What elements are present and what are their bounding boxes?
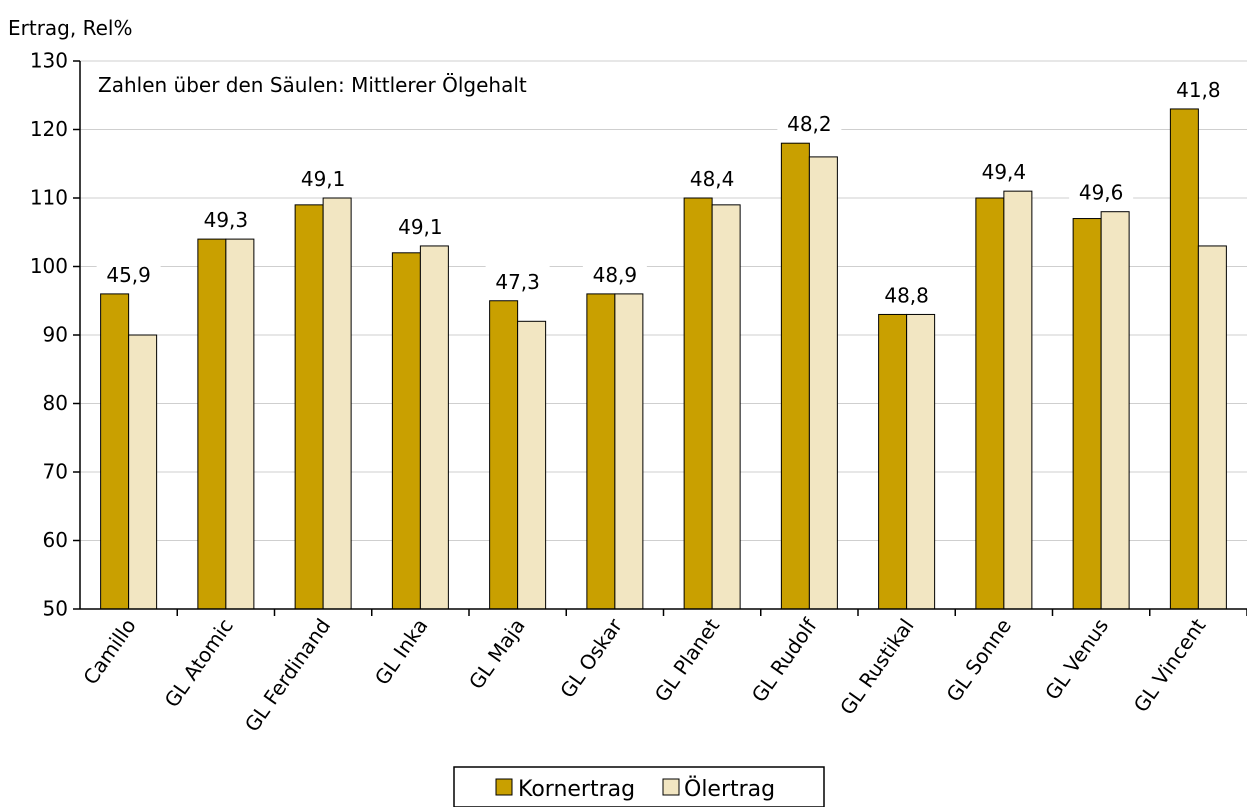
bar-oelertrag bbox=[225, 238, 255, 610]
chart-annotation: Zahlen über den Säulen: Mittlerer Ölgeha… bbox=[98, 73, 527, 97]
y-tick-label: 80 bbox=[43, 391, 68, 415]
bar-kornertrag bbox=[1072, 218, 1102, 610]
bar-oelertrag bbox=[614, 293, 644, 610]
x-tick-label: GL Venus bbox=[1040, 614, 1113, 704]
oil-content-label: 48,2 bbox=[787, 112, 832, 136]
bar-kornertrag bbox=[683, 197, 713, 610]
oil-content-label: 48,8 bbox=[884, 283, 929, 307]
data-label-bg bbox=[777, 108, 842, 139]
bar-kornertrag bbox=[1169, 108, 1199, 610]
x-tick-label: GL Inka bbox=[370, 614, 433, 689]
y-axis-label: Ertrag, Rel% bbox=[8, 16, 132, 40]
oil-content-label: 41,8 bbox=[1176, 78, 1221, 102]
legend-swatch-kornertrag bbox=[495, 778, 513, 796]
oil-content-label: 49,3 bbox=[204, 208, 249, 232]
y-tick-label: 130 bbox=[30, 49, 68, 73]
oil-content-label: 49,6 bbox=[1079, 181, 1124, 205]
y-tick-label: 60 bbox=[43, 528, 68, 552]
oil-content-label: 47,3 bbox=[495, 270, 540, 294]
oil-content-label: 49,1 bbox=[398, 215, 443, 239]
bar-oelertrag bbox=[419, 245, 449, 610]
x-tick-label: GL Planet bbox=[650, 614, 725, 706]
x-tick-label: Camillo bbox=[78, 614, 140, 689]
x-tick-label: GL Oskar bbox=[555, 613, 627, 702]
data-labels: 45,9 49,3 49,1 49,1 47,3 48,9 48,4 48,2 48,8 49,4… bbox=[96, 73, 1231, 310]
data-label-bg bbox=[485, 265, 550, 296]
x-tick-label: GL Ferdinand bbox=[240, 614, 335, 736]
legend-label-oelertrag: Ölertrag bbox=[684, 776, 775, 802]
y-tick-label: 120 bbox=[30, 117, 68, 141]
bar-kornertrag bbox=[780, 142, 810, 610]
legend-label-kornertrag: Kornertrag bbox=[518, 777, 635, 802]
oil-content-label: 48,4 bbox=[690, 167, 735, 191]
bar-kornertrag bbox=[100, 293, 130, 610]
y-tick-label: 90 bbox=[43, 323, 68, 347]
data-label-bg bbox=[680, 163, 745, 193]
axes bbox=[73, 60, 1247, 616]
gridlines bbox=[80, 60, 1247, 541]
data-label-bg bbox=[582, 258, 647, 289]
y-tick-label: 110 bbox=[30, 186, 68, 210]
data-label-bg bbox=[388, 210, 453, 241]
y-ticks: 50 60 70 80 90 100 110 120 130 bbox=[30, 49, 68, 621]
data-label-bg bbox=[291, 163, 356, 193]
x-tick-label: GL Vincent bbox=[1129, 614, 1211, 717]
bar-kornertrag bbox=[586, 293, 616, 610]
legend-swatch-oelertrag bbox=[662, 778, 680, 796]
x-tick-label: GL Sonne bbox=[941, 614, 1015, 706]
bar-oelertrag bbox=[808, 156, 838, 610]
bar-kornertrag bbox=[489, 300, 519, 610]
data-label-bg bbox=[1069, 176, 1134, 207]
y-tick-label: 50 bbox=[43, 597, 68, 621]
bar-kornertrag bbox=[197, 238, 227, 610]
bar-kornertrag bbox=[878, 313, 908, 610]
bar-kornertrag bbox=[294, 204, 324, 610]
bar-kornertrag bbox=[391, 252, 421, 610]
data-label-bg bbox=[874, 279, 939, 310]
bar-oelertrag bbox=[1197, 245, 1227, 610]
bar-oelertrag bbox=[128, 334, 158, 610]
bar-oelertrag bbox=[1100, 211, 1130, 610]
oil-content-label: 49,1 bbox=[301, 167, 346, 191]
bar-oelertrag bbox=[322, 197, 352, 610]
oil-content-label: 48,9 bbox=[593, 263, 638, 287]
bar-oelertrag bbox=[906, 313, 936, 610]
bar-oelertrag bbox=[711, 204, 741, 610]
legend: Kornertrag Ölertrag bbox=[453, 766, 825, 807]
x-tick-label: GL Atomic bbox=[160, 614, 238, 712]
bar-oelertrag bbox=[1003, 190, 1033, 610]
bar-kornertrag bbox=[975, 197, 1005, 610]
x-tick-label: GL Rustikal bbox=[835, 614, 919, 719]
legend-box bbox=[453, 766, 825, 807]
x-tick-label: GL Rudolf bbox=[747, 613, 822, 706]
y-tick-label: 100 bbox=[30, 254, 68, 278]
data-label-bg bbox=[193, 204, 258, 235]
x-ticks: Camillo GL Atomic GL Ferdinand GL Inka GL Ma… bbox=[78, 613, 1210, 736]
bars bbox=[100, 108, 1227, 610]
data-label-bg bbox=[96, 258, 161, 289]
data-label-bg bbox=[1166, 73, 1231, 104]
x-tick-label: GL Maja bbox=[464, 614, 530, 694]
data-label-bg bbox=[971, 156, 1036, 187]
y-tick-label: 70 bbox=[43, 460, 68, 484]
bar-oelertrag bbox=[517, 320, 547, 610]
oil-content-label: 49,4 bbox=[982, 160, 1027, 184]
oil-content-label: 45,9 bbox=[106, 263, 151, 287]
